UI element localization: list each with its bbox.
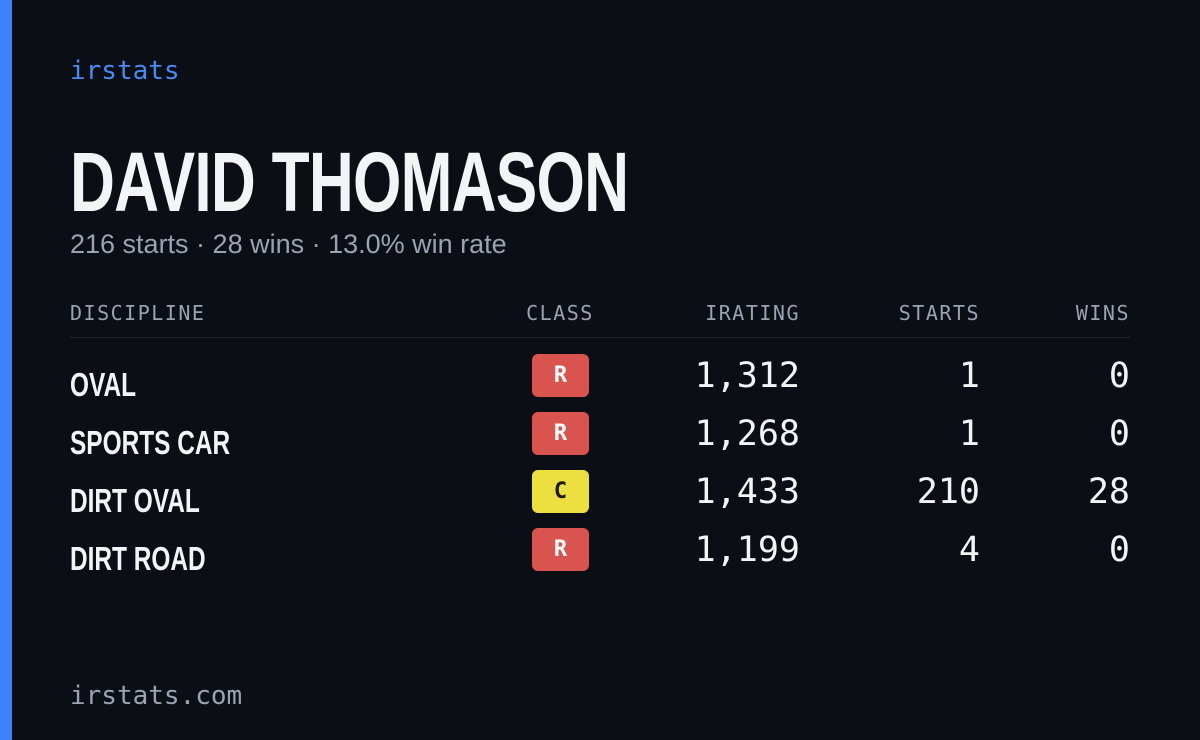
class-badge: R (532, 528, 589, 571)
summary: 216 starts · 28 wins · 13.0% win rate (70, 229, 507, 259)
cell-number: 28 (1087, 472, 1130, 512)
column-header: DISCIPLINE (70, 301, 206, 325)
column-header: CLASS (526, 301, 594, 325)
cell-number: 210 (916, 472, 980, 512)
cell-number: 0 (1108, 530, 1130, 570)
cell-number: 1,268 (694, 414, 800, 454)
class-badge: C (532, 470, 589, 513)
discipline: DIRT OVAL (70, 482, 200, 519)
cell-number: 0 (1108, 414, 1130, 454)
footer-site: irstats.com (70, 681, 243, 711)
cell-number: 0 (1108, 356, 1130, 396)
driver-name: DAVID THOMASON (70, 135, 629, 229)
discipline: OVAL (70, 366, 137, 403)
column-header: WINS (1075, 301, 1130, 325)
cell-number: 1 (958, 414, 980, 454)
discipline: DIRT ROAD (70, 540, 206, 577)
cell-number: 4 (958, 530, 980, 570)
column-header: STARTS (898, 301, 980, 325)
cell-number: 1 (958, 356, 980, 396)
class-badge: R (532, 354, 589, 397)
accent-bar (0, 0, 12, 740)
column-header: IRATING (705, 301, 800, 325)
brand: irstats (70, 56, 180, 86)
cell-number: 1,433 (694, 472, 800, 512)
header-rule (70, 337, 1130, 338)
class-badge: R (532, 412, 589, 455)
cell-number: 1,199 (694, 530, 800, 570)
cell-number: 1,312 (694, 356, 800, 396)
discipline: SPORTS CAR (70, 424, 231, 461)
